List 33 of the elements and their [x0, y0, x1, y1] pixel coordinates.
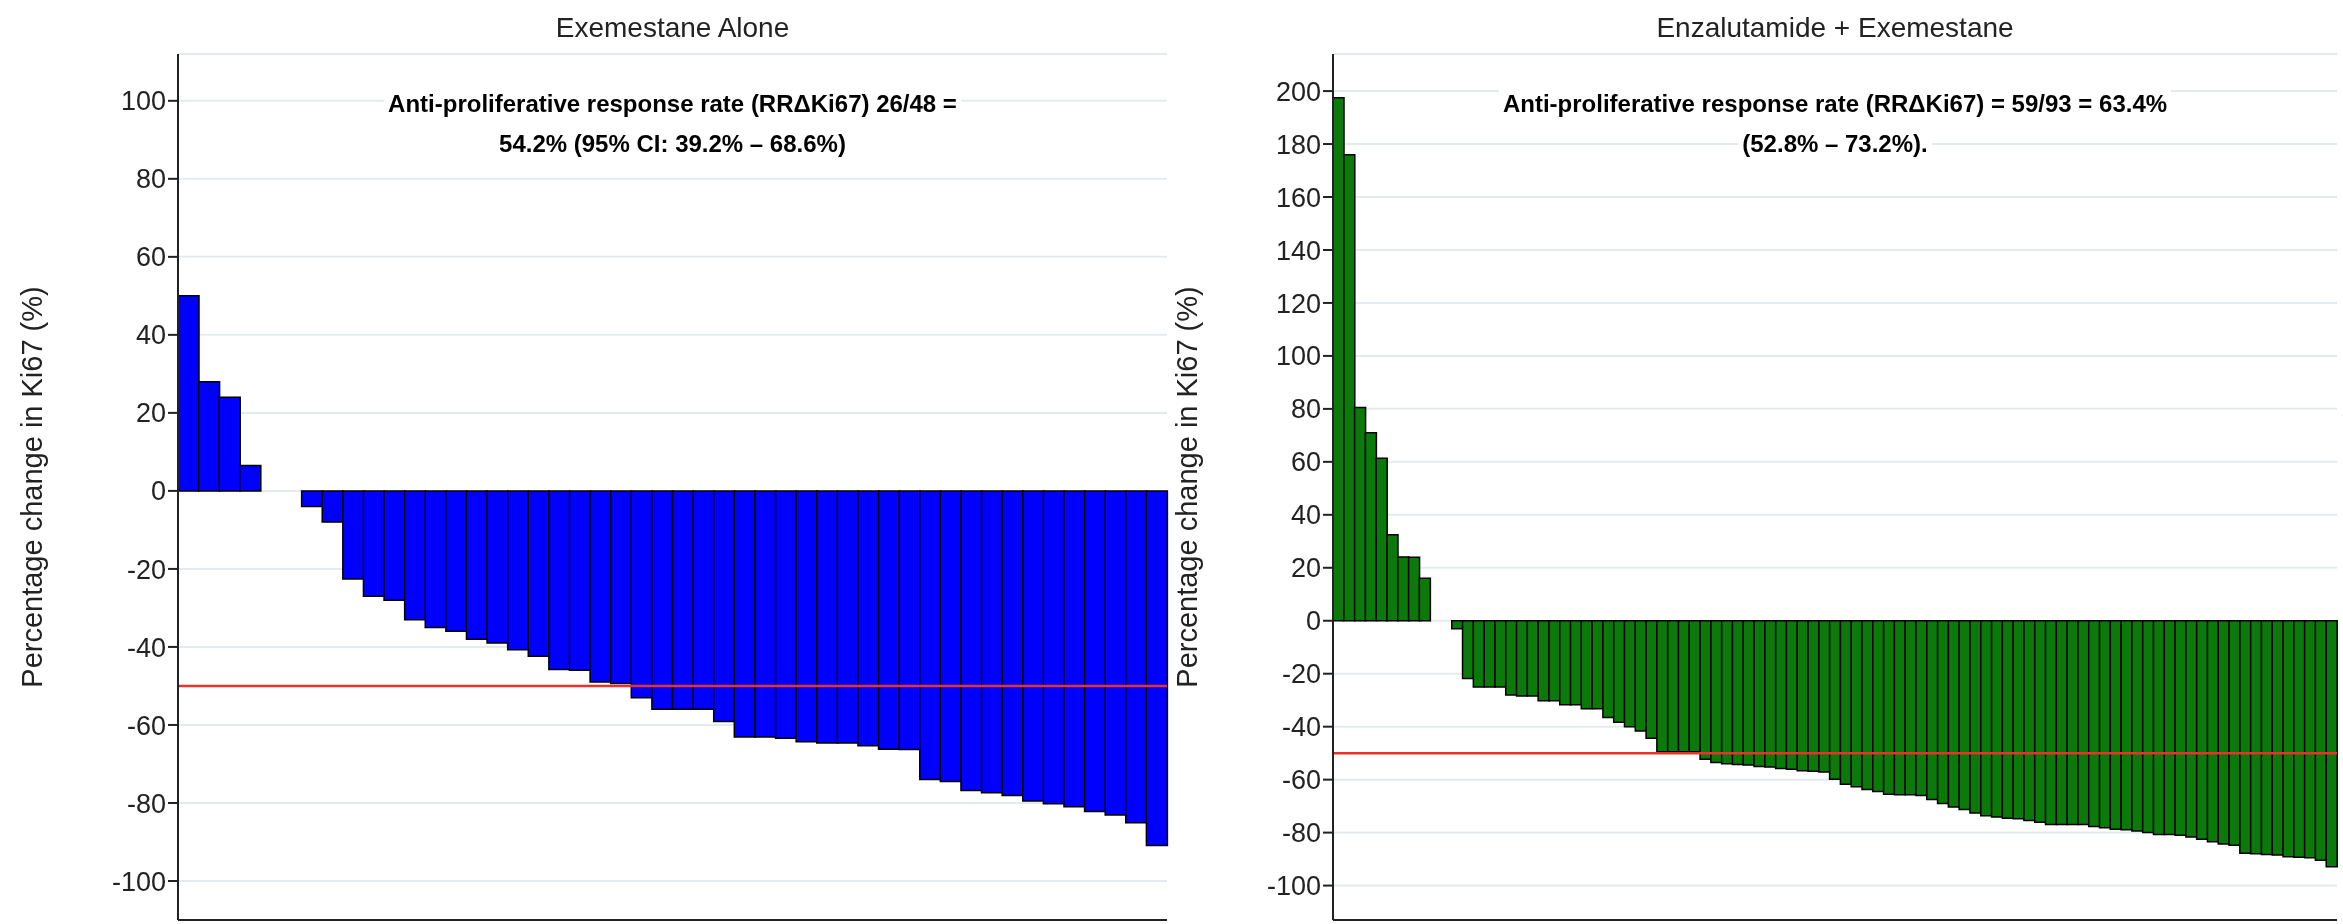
y-tick-label: 0	[150, 476, 166, 507]
chart-title: Exemestane Alone	[554, 12, 791, 44]
y-tick-label: 20	[1290, 553, 1321, 584]
chart-title: Enzalutamide + Exemestane	[1655, 12, 2015, 44]
y-tick-label: 200	[1275, 76, 1321, 107]
y-tick-label: 20	[135, 398, 166, 429]
y-tick-label: -20	[126, 554, 166, 585]
y-tick-label: 100	[120, 86, 166, 117]
y-tick-label: -60	[1281, 765, 1321, 796]
y-tick-label: 160	[1275, 182, 1321, 213]
y-tick-label: -20	[1281, 659, 1321, 690]
y-tick-label: 0	[1305, 606, 1321, 637]
y-tick-label: -80	[1281, 818, 1321, 849]
y-tick-label: 180	[1275, 129, 1321, 160]
y-tick-label: 60	[135, 242, 166, 273]
y-tick-label: 40	[135, 320, 166, 351]
y-tick-label: 80	[1290, 394, 1321, 425]
y-axis-title: Percentage change in Ki67 (%)	[1171, 286, 1204, 688]
y-tick-label: 60	[1290, 447, 1321, 478]
y-tick-label: -100	[1266, 871, 1321, 902]
y-tick-label: 40	[1290, 500, 1321, 531]
y-tick-label: -40	[1281, 712, 1321, 743]
y-tick-label: 80	[135, 164, 166, 195]
annotation: Anti-proliferative response rate (RRΔKi67) = 59/93 = 63.4% (52.8% – 73.2%).	[1498, 88, 2172, 159]
y-tick-label: -40	[126, 632, 166, 663]
y-tick-label: -100	[111, 866, 166, 897]
y-tick-label: 140	[1275, 235, 1321, 266]
y-tick-label: -80	[126, 788, 166, 819]
annotation: Anti-proliferative response rate (RRΔKi67) 26/48 = 54.2% (95% CI: 39.2% – 68.6%)	[384, 88, 961, 159]
y-axis-title: Percentage change in Ki67 (%)	[16, 286, 49, 688]
y-tick-label: -60	[126, 710, 166, 741]
y-tick-label: 120	[1275, 288, 1321, 319]
y-tick-label: 100	[1275, 341, 1321, 372]
